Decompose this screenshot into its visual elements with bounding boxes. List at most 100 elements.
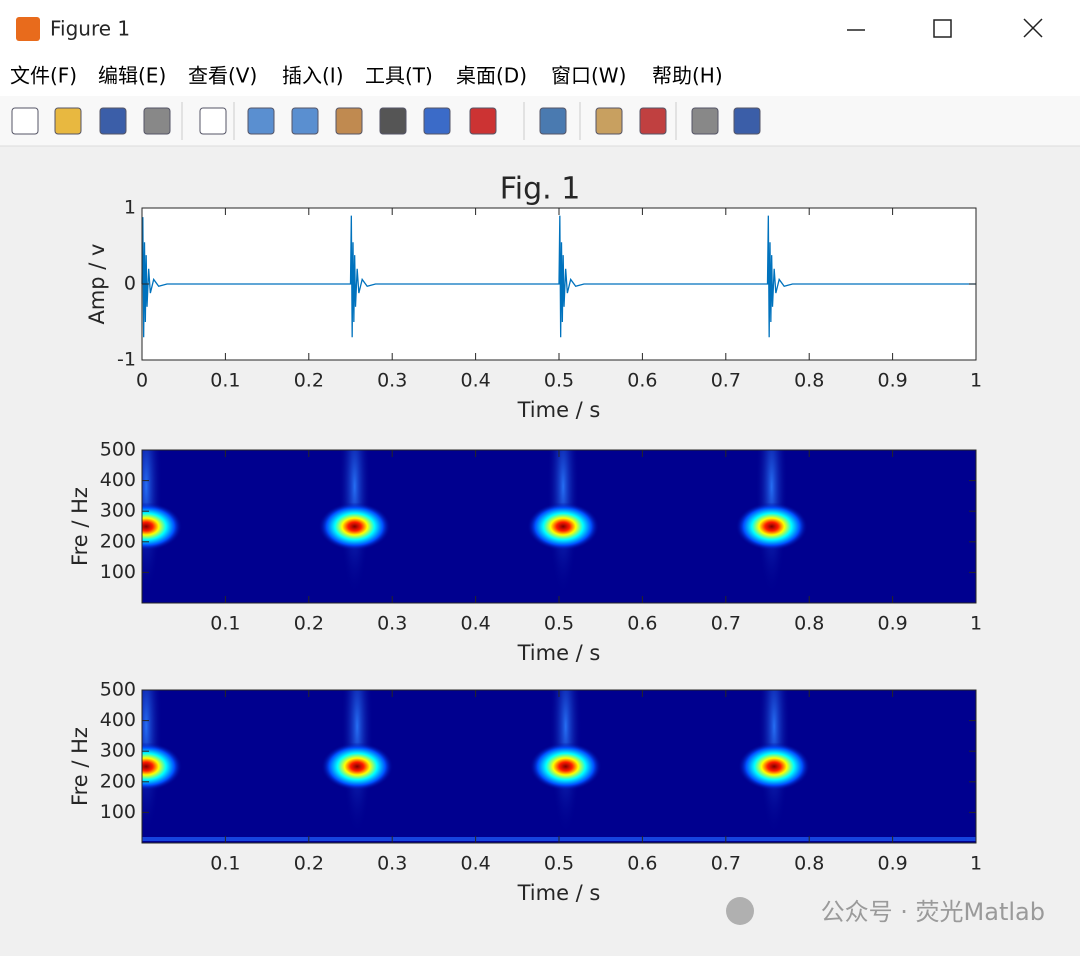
x-tick-label: 0.2 xyxy=(294,613,324,635)
x-tick-label: 0 xyxy=(136,370,148,392)
toolbar-button[interactable] xyxy=(199,107,227,135)
signal-line xyxy=(141,215,976,338)
spectrogram-image xyxy=(142,690,976,843)
maximize-button[interactable] xyxy=(933,19,952,38)
y-tick-label: 100 xyxy=(100,561,136,583)
app-icon xyxy=(16,17,40,41)
spectral-peak xyxy=(142,502,183,551)
x-tick-label: 0.5 xyxy=(544,613,574,635)
x-tick-label: 0.2 xyxy=(294,853,324,875)
toolbar-icons xyxy=(11,102,761,140)
axes: 0.1 0.2 0.3 0.4 0.5 0.6 0.7 0.8 0.9 1 100 200 300 400… xyxy=(68,679,982,906)
x-tick-label: 0.9 xyxy=(877,613,907,635)
y-tick-label: 500 xyxy=(100,679,136,701)
y-tick-label: 200 xyxy=(100,770,136,792)
x-tick-label: 0.7 xyxy=(711,613,741,635)
watermark: 公众号 · 荧光Matlab xyxy=(821,898,1045,926)
toolbar-button[interactable] xyxy=(291,107,319,135)
x-tick-label: 0.5 xyxy=(544,853,574,875)
y-axis-label: Fre / Hz xyxy=(68,487,92,566)
toolbar-button[interactable] xyxy=(247,107,275,135)
watermark-icon xyxy=(726,897,754,925)
x-tick-label: 0.9 xyxy=(877,853,907,875)
menu-item[interactable]: 帮助(H) xyxy=(652,64,723,88)
y-tick-label: 200 xyxy=(100,530,136,552)
menu-item[interactable]: 查看(V) xyxy=(188,64,257,88)
spectral-peak xyxy=(142,742,183,791)
title-bar xyxy=(0,0,1080,58)
x-tick-label: 0.8 xyxy=(794,853,824,875)
x-tick-label: 0.4 xyxy=(460,613,490,635)
menu-item[interactable]: 桌面(D) xyxy=(456,64,527,88)
y-axis-label: Amp / v xyxy=(85,243,109,324)
spectral-peak xyxy=(321,742,394,791)
toolbar-button[interactable] xyxy=(639,107,667,135)
x-tick-label: 0.4 xyxy=(460,853,490,875)
spectral-peak xyxy=(527,502,600,551)
toolbar-button[interactable] xyxy=(423,107,451,135)
menu: 文件(F) 编辑(E) 查看(V) 插入(I) 工具(T) 桌面(D) 窗口(W) 帮助(H) xyxy=(10,64,723,88)
x-tick-label: 1 xyxy=(970,613,982,635)
y-tick-label: 100 xyxy=(100,801,136,823)
menu-item[interactable]: 编辑(E) xyxy=(98,64,166,88)
menu-bar xyxy=(0,58,1080,96)
x-tick-label: 0.7 xyxy=(711,370,741,392)
menu-item[interactable]: 工具(T) xyxy=(365,64,433,88)
toolbar-button[interactable] xyxy=(539,107,567,135)
y-axis-label: Fre / Hz xyxy=(68,727,92,806)
toolbar-button[interactable] xyxy=(99,107,127,135)
y-tick-label: 1 xyxy=(124,197,136,219)
x-tick-label: 0.3 xyxy=(377,613,407,635)
x-axis-label: Time / s xyxy=(517,881,601,905)
window-title: Figure 1 xyxy=(50,17,130,41)
toolbar-button[interactable] xyxy=(469,107,497,135)
x-tick-label: 0.8 xyxy=(794,613,824,635)
spectral-peak xyxy=(318,502,391,551)
x-tick-label: 0.6 xyxy=(627,370,657,392)
x-tick-label: 0.1 xyxy=(210,613,240,635)
y-tick-label: 400 xyxy=(100,469,136,491)
toolbar-button[interactable] xyxy=(335,107,363,135)
x-tick-label: 0.1 xyxy=(210,370,240,392)
x-tick-label: 1 xyxy=(970,853,982,875)
x-tick-label: 1 xyxy=(970,370,982,392)
x-axis-label: Time / s xyxy=(517,641,601,665)
close-button[interactable] xyxy=(1023,18,1043,38)
toolbar-button[interactable] xyxy=(379,107,407,135)
y-tick-label: 300 xyxy=(100,740,136,762)
y-tick-label: 500 xyxy=(100,439,136,461)
x-axis-label: Time / s xyxy=(517,398,601,422)
x-tick-label: 0.8 xyxy=(794,370,824,392)
x-tick-label: 0.5 xyxy=(544,370,574,392)
spectral-peak xyxy=(735,502,808,551)
toolbar-button[interactable] xyxy=(11,107,39,135)
y-tick-label: 0 xyxy=(124,273,136,295)
spectral-peak xyxy=(738,742,811,791)
menu-item[interactable]: 插入(I) xyxy=(282,64,344,88)
menu-item[interactable]: 文件(F) xyxy=(10,64,77,88)
x-tick-label: 0.3 xyxy=(377,370,407,392)
x-tick-label: 0.9 xyxy=(877,370,907,392)
toolbar-button[interactable] xyxy=(733,107,761,135)
x-tick-label: 0.4 xyxy=(460,370,490,392)
axes: 0.1 0.2 0.3 0.4 0.5 0.6 0.7 0.8 0.9 1 100 200 300 400… xyxy=(68,439,982,666)
x-tick-label: 0.2 xyxy=(294,370,324,392)
spectral-peak xyxy=(529,742,602,791)
x-tick-label: 0.6 xyxy=(627,853,657,875)
toolbar-button[interactable] xyxy=(595,107,623,135)
y-tick-label: -1 xyxy=(117,349,136,371)
menu-item[interactable]: 窗口(W) xyxy=(551,64,626,88)
x-tick-label: 0.1 xyxy=(210,853,240,875)
figure-title: Fig. 1 xyxy=(500,172,581,207)
y-tick-label: 300 xyxy=(100,500,136,522)
y-tick-label: 400 xyxy=(100,709,136,731)
x-tick-label: 0.3 xyxy=(377,853,407,875)
toolbar-button[interactable] xyxy=(54,107,82,135)
toolbar-button[interactable] xyxy=(691,107,719,135)
toolbar-button[interactable] xyxy=(143,107,171,135)
x-tick-label: 0.6 xyxy=(627,613,657,635)
x-tick-label: 0.7 xyxy=(711,853,741,875)
